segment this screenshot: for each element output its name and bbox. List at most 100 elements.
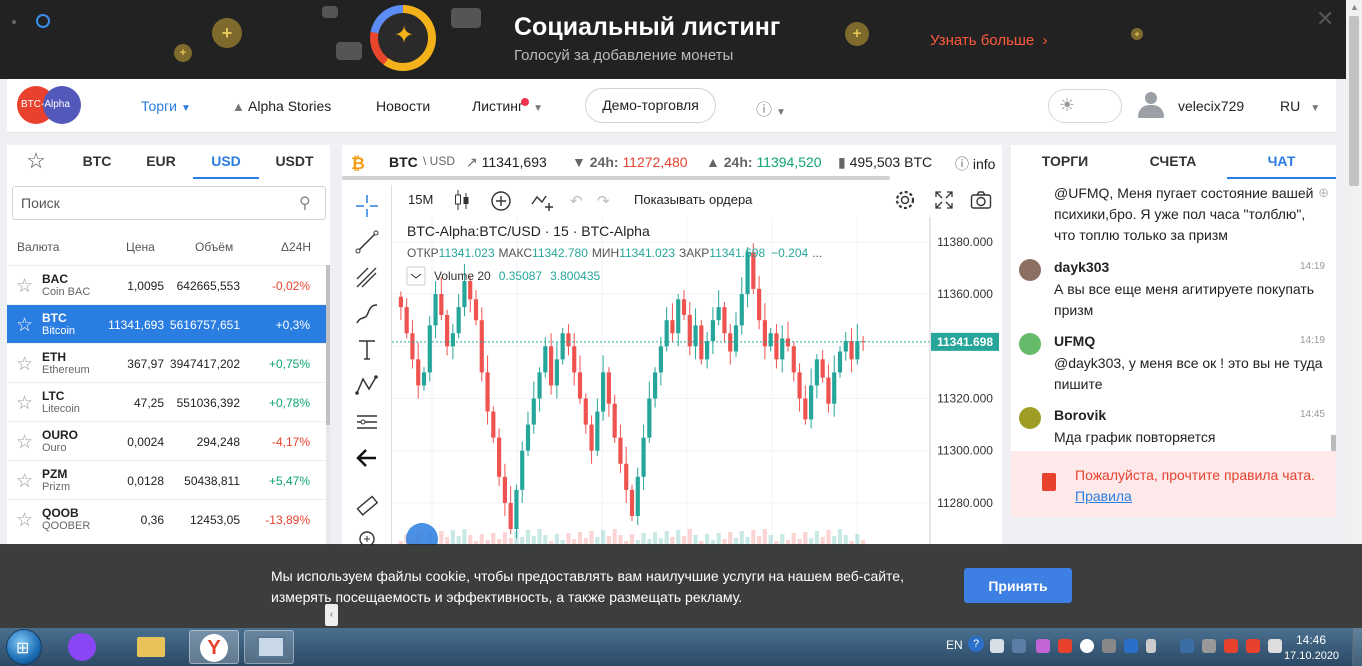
redo-icon[interactable]: ↷: [597, 193, 610, 210]
tray-icon[interactable]: [1246, 639, 1260, 653]
theme-toggle[interactable]: ☀: [1048, 89, 1122, 123]
tab-usdt[interactable]: USDT: [275, 153, 314, 169]
tab-btc[interactable]: BTC: [82, 153, 112, 169]
scroll-up-icon[interactable]: ▲: [1350, 2, 1359, 12]
brush-icon[interactable]: [354, 301, 380, 327]
nav-listing[interactable]: Листинг ▼: [472, 98, 543, 114]
globe-icon[interactable]: ⊕: [1318, 185, 1329, 200]
tray-icon[interactable]: [1202, 639, 1216, 653]
tray-icon[interactable]: [990, 639, 1004, 653]
collapse-legend-button[interactable]: [406, 266, 426, 286]
crosshair-icon[interactable]: [354, 193, 380, 219]
tray-icon[interactable]: [1102, 639, 1116, 653]
favorite-star-icon[interactable]: ☆: [16, 510, 34, 531]
yandex-tray-icon[interactable]: [1080, 639, 1094, 653]
undo-icon[interactable]: ↶: [570, 193, 583, 210]
currency-row[interactable]: ☆ BAC Coin BAC 1,0095 642665,553 -0,02%: [7, 265, 326, 304]
favorite-star-icon[interactable]: ☆: [16, 432, 34, 453]
tray-icon[interactable]: [1124, 639, 1138, 653]
show-desktop-button[interactable]: [1352, 628, 1362, 666]
currency-row[interactable]: ☆ BTC Bitcoin 11341,693 5616757,651 +0,3%: [7, 304, 326, 343]
currency-row[interactable]: ☆ OURO Ouro 0,0024 294,248 -4,17%: [7, 421, 326, 460]
user-avatar-icon[interactable]: [1019, 259, 1041, 281]
language-select[interactable]: RU ▼: [1280, 98, 1321, 114]
header-change[interactable]: Δ24Н: [281, 240, 312, 254]
header-price[interactable]: Цена: [126, 240, 155, 254]
tab-accounts[interactable]: СЧЕТА: [1149, 153, 1197, 169]
demo-trading-button[interactable]: Демо-торговля: [585, 88, 716, 123]
search-input[interactable]: [12, 186, 326, 220]
nav-trade[interactable]: Торги ▼: [141, 98, 191, 114]
header-volume[interactable]: Объём: [195, 240, 234, 254]
clock-time[interactable]: 14:46: [1296, 633, 1327, 647]
arrow-left-icon[interactable]: [354, 445, 380, 471]
user-avatar-icon[interactable]: [1019, 333, 1041, 355]
start-button[interactable]: ⊞: [6, 629, 42, 665]
compare-icon[interactable]: [530, 190, 554, 212]
clock-date[interactable]: 17.10.2020: [1284, 650, 1340, 662]
ruler-icon[interactable]: [354, 493, 380, 519]
username[interactable]: velecix729: [1178, 98, 1245, 114]
help-icon[interactable]: ?: [968, 636, 984, 652]
tradingview-logo-icon[interactable]: [406, 523, 438, 545]
currency-row[interactable]: ☆ QOOB QOOBER 0,36 12453,05 -13,89%: [7, 499, 326, 538]
favorite-star-icon[interactable]: ☆: [16, 354, 34, 375]
taskbar-yandex-browser-icon[interactable]: Y: [189, 630, 239, 664]
ticker-scrollbar[interactable]: [342, 176, 890, 180]
info-icon[interactable]: ⓘ ▼: [756, 102, 786, 119]
settings-gear-icon[interactable]: [894, 189, 916, 211]
tray-icon[interactable]: [1012, 639, 1026, 653]
currency-row[interactable]: ☆ LTC Litecoin 47,25 551036,392 +0,78%: [7, 382, 326, 421]
network-tray-icon[interactable]: [1224, 639, 1238, 653]
price-chart[interactable]: 11380.00011360.00011340.00011320.0001130…: [392, 217, 1002, 545]
favorite-star-icon[interactable]: ☆: [16, 393, 34, 414]
header-currency[interactable]: Валюта: [17, 240, 60, 254]
channel-icon[interactable]: [354, 265, 380, 291]
taskbar-explorer-icon[interactable]: [125, 630, 175, 664]
resize-handle-icon[interactable]: ‹: [325, 604, 338, 626]
measure-icon[interactable]: [354, 409, 380, 435]
tray-icon[interactable]: [1058, 639, 1072, 653]
currency-row[interactable]: ☆ ETH Ethereum 367,97 3947417,202 +0,75%: [7, 343, 326, 382]
favorite-star-icon[interactable]: ☆: [16, 315, 34, 336]
price-axis[interactable]: 11380.00011360.00011340.00011320.0001130…: [937, 235, 993, 510]
chat-scrollbar[interactable]: [1331, 435, 1336, 451]
promo-banner[interactable]: + + + + ✦ Социальный листинг Голосуй за …: [0, 0, 1346, 79]
banner-more-link[interactable]: Узнать больше ›: [930, 32, 1048, 49]
text-icon[interactable]: [354, 337, 380, 363]
currency-row[interactable]: ☆ PZM Prizm 0,0128 50438,811 +5,47%: [7, 460, 326, 499]
tab-trades[interactable]: ТОРГИ: [1041, 153, 1089, 169]
zoom-in-icon[interactable]: [354, 529, 380, 545]
usb-tray-icon[interactable]: [1146, 639, 1156, 653]
close-icon[interactable]: ✕: [1316, 6, 1335, 31]
tab-eur[interactable]: EUR: [146, 153, 176, 169]
taskbar-window-icon[interactable]: [244, 630, 294, 664]
favorites-star-icon[interactable]: ☆: [26, 148, 46, 173]
candles-icon[interactable]: [454, 189, 470, 211]
interval-select[interactable]: 15M: [408, 192, 434, 207]
logo[interactable]: BTC-Alpha: [17, 86, 81, 124]
add-indicator-icon[interactable]: [490, 190, 512, 212]
trend-line-icon[interactable]: [354, 229, 380, 255]
user-avatar-icon[interactable]: [1138, 92, 1164, 120]
nav-alpha-stories[interactable]: ▲ Alpha Stories: [232, 98, 332, 114]
nav-news[interactable]: Новости: [376, 98, 431, 114]
camera-icon[interactable]: [970, 190, 992, 210]
scrollbar-thumb[interactable]: [1349, 16, 1359, 186]
tab-usd[interactable]: USD: [193, 145, 259, 179]
search-icon[interactable]: ⚲: [299, 195, 311, 212]
chat-username[interactable]: Borovik: [1054, 407, 1107, 423]
list-scrollbar[interactable]: [326, 265, 330, 545]
show-orders-toggle[interactable]: Показывать ордера: [634, 192, 753, 207]
bluetooth-tray-icon[interactable]: [1180, 639, 1194, 653]
taskbar-alice-icon[interactable]: [58, 630, 108, 664]
chat-username[interactable]: dayk303: [1054, 259, 1110, 275]
favorite-star-icon[interactable]: ☆: [16, 471, 34, 492]
keyboard-language[interactable]: EN: [946, 638, 963, 652]
tab-chat[interactable]: ЧАТ: [1227, 145, 1336, 179]
ticker-info[interactable]: ⓘ info: [955, 156, 996, 172]
accept-cookies-button[interactable]: Принять: [964, 568, 1072, 603]
fullscreen-icon[interactable]: [934, 190, 954, 210]
volume-tray-icon[interactable]: [1268, 639, 1282, 653]
favorite-star-icon[interactable]: ☆: [16, 276, 34, 297]
